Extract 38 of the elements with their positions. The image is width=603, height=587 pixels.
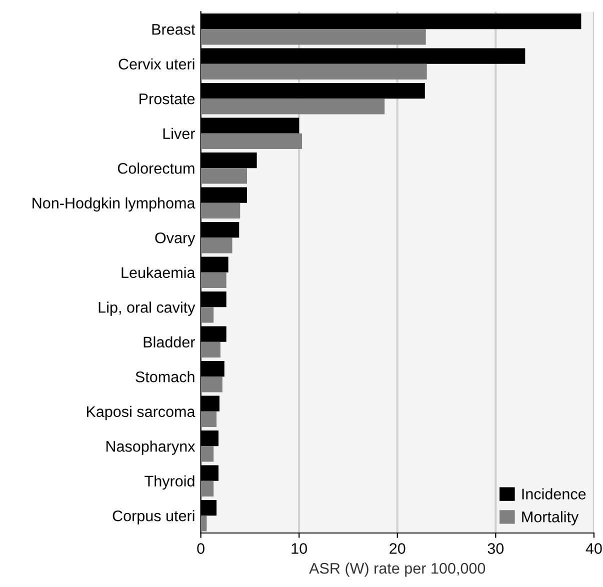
y-tick-label: Colorectum bbox=[118, 162, 194, 174]
y-tick-label: Liver bbox=[163, 128, 195, 140]
bar bbox=[200, 29, 426, 45]
y-tick-label: Kaposi sarcoma bbox=[86, 406, 196, 420]
bar bbox=[200, 272, 226, 288]
bar bbox=[200, 342, 220, 358]
bar bbox=[200, 133, 302, 150]
x-tick-label: 20 bbox=[390, 543, 406, 554]
y-tick-label: Lip, oral cavity bbox=[98, 302, 196, 316]
y-tick-label: Bladder bbox=[144, 336, 195, 348]
x-axis-title: ASR (W) rate per 100,000 bbox=[309, 562, 486, 577]
bar bbox=[200, 480, 214, 497]
bar bbox=[200, 307, 214, 323]
legend-label: Incidence bbox=[522, 488, 586, 500]
y-tick-label: Cervix uteri bbox=[118, 58, 194, 70]
y-tick-label: Corpus uteri bbox=[112, 510, 194, 524]
y-tick-label: Stomach bbox=[136, 371, 194, 382]
y-tick-label: Non-Hodgkin lymphoma bbox=[32, 197, 196, 212]
bar bbox=[200, 376, 222, 392]
bar bbox=[200, 202, 240, 219]
y-tick-label: Nasopharynx bbox=[106, 440, 196, 455]
legend-label: Mortality bbox=[522, 511, 579, 526]
bar bbox=[200, 516, 207, 532]
bar bbox=[200, 411, 217, 428]
y-tick-label: Breast bbox=[152, 24, 196, 35]
bar bbox=[200, 98, 385, 114]
y-tick-label: Leukaemia bbox=[122, 266, 196, 278]
y-tick-label: Ovary bbox=[155, 232, 196, 246]
bar bbox=[200, 168, 247, 184]
y-tick-label: Thyroid bbox=[144, 475, 194, 490]
x-tick-label: 40 bbox=[586, 543, 602, 554]
bar bbox=[200, 64, 427, 80]
bar bbox=[200, 446, 214, 462]
y-tick-label: Prostate bbox=[140, 94, 195, 104]
bar bbox=[200, 238, 232, 254]
x-tick-label: 30 bbox=[488, 543, 504, 554]
x-tick-label: 10 bbox=[292, 543, 307, 554]
x-tick-label: 0 bbox=[197, 543, 204, 554]
